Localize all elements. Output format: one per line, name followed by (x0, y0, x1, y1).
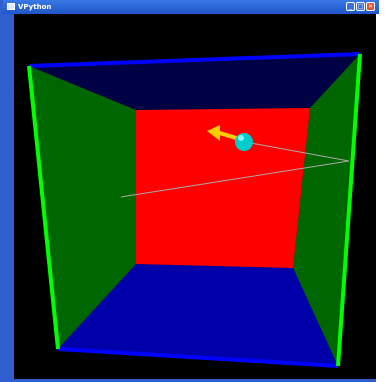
top-edge (28, 52, 361, 68)
title-bar[interactable]: VPython _ □ × (3, 0, 379, 14)
maximize-button[interactable]: □ (356, 2, 365, 11)
sphere-icon (235, 133, 253, 151)
right-edge (336, 53, 362, 367)
ceiling-face (29, 54, 360, 110)
app-icon (7, 3, 15, 10)
ball-trail-line (120, 141, 350, 198)
left-edge (27, 65, 60, 350)
window-title: VPython (18, 3, 52, 11)
close-button[interactable]: × (366, 2, 375, 11)
bottom-edge (57, 347, 339, 368)
floor-face (58, 264, 338, 366)
velocity-arrow-icon (207, 125, 240, 141)
minimize-button[interactable]: _ (346, 2, 355, 11)
back-wall-face (136, 108, 310, 268)
left-wall-face (29, 66, 136, 349)
scene-svg (14, 14, 376, 379)
3d-scene-canvas[interactable] (14, 14, 376, 379)
